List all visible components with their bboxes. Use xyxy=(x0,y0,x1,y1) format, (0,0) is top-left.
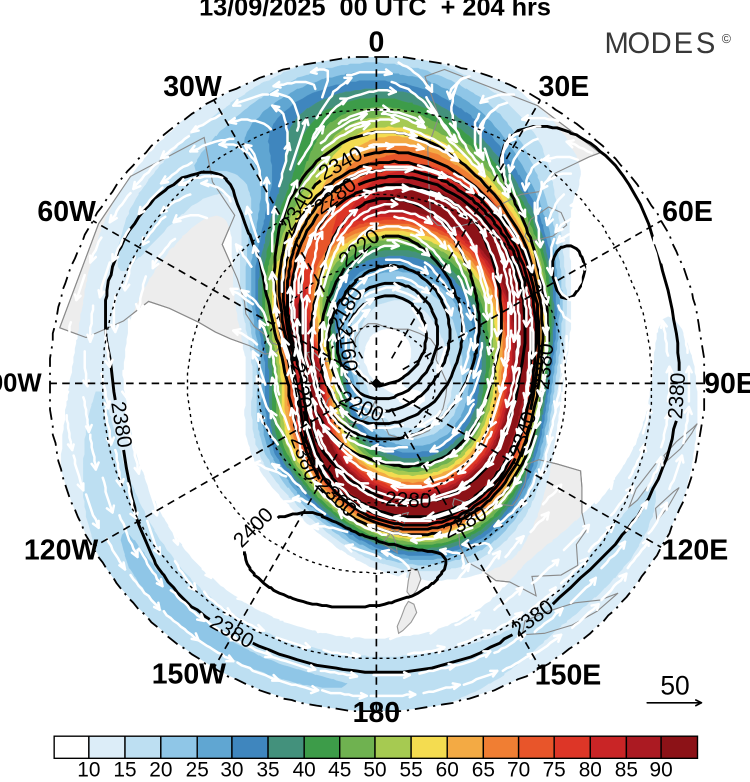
svg-text:120E: 120E xyxy=(662,535,729,567)
svg-text:40: 40 xyxy=(293,758,316,781)
svg-text:D: D xyxy=(651,28,672,60)
svg-text:150E: 150E xyxy=(535,660,602,692)
svg-text:30: 30 xyxy=(220,758,243,781)
svg-text:85: 85 xyxy=(615,758,638,781)
svg-text:60E: 60E xyxy=(662,196,713,228)
svg-text:20: 20 xyxy=(149,758,172,781)
svg-text:35: 35 xyxy=(256,758,279,781)
svg-text:65: 65 xyxy=(472,758,495,781)
svg-text:90W: 90W xyxy=(0,370,42,398)
svg-text:M: M xyxy=(605,28,629,60)
svg-text:O: O xyxy=(628,28,651,60)
svg-text:2280: 2280 xyxy=(384,488,431,513)
svg-text:70: 70 xyxy=(507,758,530,781)
svg-text:E: E xyxy=(674,28,693,60)
svg-text:25: 25 xyxy=(186,758,209,781)
svg-text:75: 75 xyxy=(543,758,566,781)
svg-text:90: 90 xyxy=(650,758,673,781)
svg-text:10: 10 xyxy=(77,758,100,781)
svg-text:45: 45 xyxy=(328,758,351,781)
svg-text:0: 0 xyxy=(368,26,384,58)
svg-text:60: 60 xyxy=(436,758,459,781)
svg-text:120W: 120W xyxy=(24,535,98,567)
svg-text:30E: 30E xyxy=(539,71,590,103)
svg-text:2380: 2380 xyxy=(664,372,690,420)
svg-text:60W: 60W xyxy=(37,196,96,228)
svg-text:150W: 150W xyxy=(152,658,226,690)
svg-text:90E: 90E xyxy=(704,368,750,400)
svg-text:50: 50 xyxy=(660,670,689,700)
svg-text:S: S xyxy=(696,28,715,60)
svg-text:80: 80 xyxy=(579,758,602,781)
svg-text:30W: 30W xyxy=(163,71,222,103)
svg-text:©: © xyxy=(722,32,732,46)
svg-text:15: 15 xyxy=(113,758,136,781)
svg-text:13/09/2025 00 UTC + 204 hrs: 13/09/2025 00 UTC + 204 hrs xyxy=(199,0,551,21)
svg-text:50: 50 xyxy=(363,758,386,781)
svg-text:180: 180 xyxy=(353,697,400,729)
svg-text:55: 55 xyxy=(400,758,423,781)
